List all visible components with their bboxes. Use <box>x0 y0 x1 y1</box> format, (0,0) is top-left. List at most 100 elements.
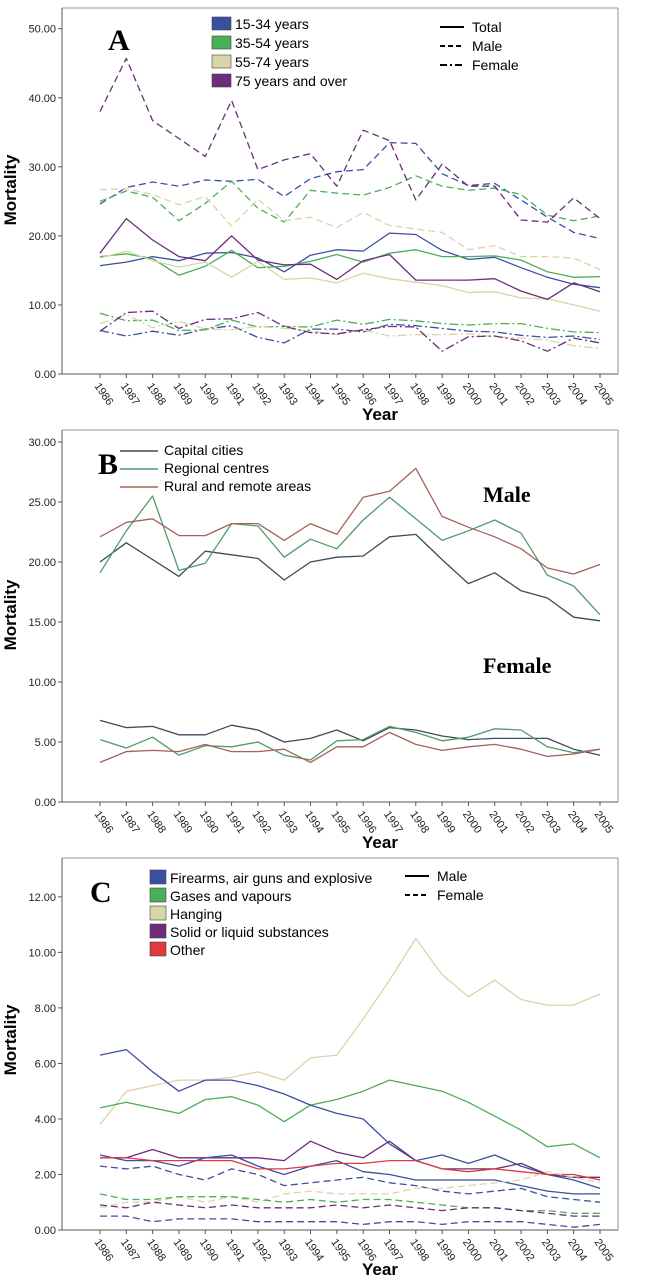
x-tick-label: 1990 <box>197 809 221 836</box>
x-tick-label: 1993 <box>276 1237 300 1264</box>
y-tick-label: 50.00 <box>28 24 56 36</box>
y-tick-label: 0.00 <box>35 1225 56 1237</box>
series-line <box>99 323 601 344</box>
x-tick-label: 1992 <box>249 809 273 836</box>
legend-swatch <box>211 35 232 50</box>
x-tick-label: 1998 <box>407 1237 431 1264</box>
series-line <box>99 142 601 240</box>
legend-colors: 15-34 years 35-54 years 55-74 years 75 year… <box>211 16 347 89</box>
y-tick-label: 5.00 <box>35 737 56 749</box>
x-tick-label: 1987 <box>118 381 142 408</box>
y-tick-label: 2.00 <box>35 1169 56 1181</box>
x-tick-label: 1991 <box>223 1237 247 1264</box>
series-line <box>99 310 601 352</box>
legend: Capital cities Regional centres Rural and … <box>120 442 311 494</box>
y-tick-label: 0.00 <box>35 369 56 381</box>
legend-label: Total <box>472 19 502 35</box>
series-line <box>99 1079 601 1159</box>
legend-label: 55-74 years <box>235 54 309 70</box>
y-tick-label: 8.00 <box>35 1003 56 1015</box>
x-tick-label: 1989 <box>170 381 194 408</box>
y-axis-label: Mortality <box>1 1004 20 1075</box>
legend-label: Female <box>437 887 484 903</box>
x-tick-label: 1996 <box>355 381 379 408</box>
legend-swatch <box>149 887 167 903</box>
series-line <box>99 312 601 334</box>
x-tick-label: 2001 <box>486 381 510 408</box>
y-tick-label: 30.00 <box>28 437 56 449</box>
y-tick-label: 10.00 <box>28 677 56 689</box>
panel-letter: A <box>108 24 130 57</box>
x-tick-label: 1995 <box>328 381 352 408</box>
panel-letter: C <box>90 876 112 909</box>
x-tick-label: 1993 <box>276 809 300 836</box>
x-tick-label: 2003 <box>539 381 563 408</box>
series-line <box>99 1154 600 1195</box>
x-tick-label: 1991 <box>223 381 247 408</box>
x-tick-label: 1994 <box>302 381 326 408</box>
y-tick-label: 10.00 <box>28 947 56 959</box>
series-line <box>100 1157 601 1181</box>
x-tick-label: 1996 <box>355 809 379 836</box>
x-tick-label: 2001 <box>486 809 510 836</box>
x-axis-label: Year <box>362 833 398 852</box>
annotation-male: Male <box>483 482 531 507</box>
x-tick-label: 1986 <box>92 381 116 408</box>
x-tick-label: 1994 <box>302 809 326 836</box>
legend-swatch <box>211 73 232 88</box>
y-tick-label: 4.00 <box>35 1114 56 1126</box>
y-tick-label: 30.00 <box>28 162 56 174</box>
legend-styles: Male Female <box>405 868 484 903</box>
legend-label: Male <box>437 868 468 884</box>
legend-swatch <box>149 905 167 921</box>
series-line <box>99 175 601 223</box>
y-axis-label: Mortality <box>1 579 20 650</box>
x-tick-label: 1999 <box>434 381 458 408</box>
y-tick-label: 25.00 <box>28 497 56 509</box>
legend-swatch <box>211 16 232 31</box>
series-line <box>99 249 601 278</box>
panel-letter: B <box>98 448 118 481</box>
x-tick-label: 2004 <box>565 381 589 408</box>
x-tick-label: 1993 <box>276 381 300 408</box>
x-tick-label: 2005 <box>592 381 616 408</box>
series-line <box>99 1201 600 1217</box>
series-line <box>99 1165 601 1203</box>
x-tick-label: 2004 <box>565 1237 589 1264</box>
legend-swatch <box>149 923 167 939</box>
x-axis-label: Year <box>362 405 398 424</box>
series-line <box>100 1140 600 1178</box>
x-tick-label: 2002 <box>513 381 537 408</box>
legend-colors: Firearms, air guns and explosive Gases an… <box>149 869 373 958</box>
series-line <box>99 719 601 756</box>
x-tick-label: 2000 <box>460 809 484 836</box>
legend-label: Hanging <box>170 906 222 922</box>
x-tick-label: 1995 <box>328 809 352 836</box>
series-line <box>99 217 601 301</box>
legend-label: Gases and vapours <box>170 888 291 904</box>
legend-swatch <box>211 54 232 69</box>
x-tick-label: 1997 <box>381 809 405 836</box>
x-tick-label: 1986 <box>92 809 116 836</box>
y-tick-label: 40.00 <box>28 93 56 105</box>
y-tick-label: 0.00 <box>35 797 56 809</box>
x-tick-label: 1999 <box>434 1237 458 1264</box>
x-tick-label: 1991 <box>223 809 247 836</box>
x-tick-label: 1988 <box>144 381 168 408</box>
legend-label: 75 years and over <box>235 73 347 89</box>
series-line <box>99 232 601 289</box>
x-tick-label: 1989 <box>170 809 194 836</box>
x-tick-label: 2003 <box>539 1237 563 1264</box>
x-tick-label: 2002 <box>513 1237 537 1264</box>
annotation-female: Female <box>483 653 552 678</box>
x-tick-label: 2004 <box>565 809 589 836</box>
y-tick-label: 20.00 <box>28 231 56 243</box>
legend-swatch <box>149 941 167 957</box>
series-line <box>99 1193 600 1214</box>
series-line <box>99 937 601 1125</box>
x-tick-label: 2003 <box>539 809 563 836</box>
legend-label: Firearms, air guns and explosive <box>170 870 373 886</box>
x-tick-label: 1990 <box>197 381 221 408</box>
